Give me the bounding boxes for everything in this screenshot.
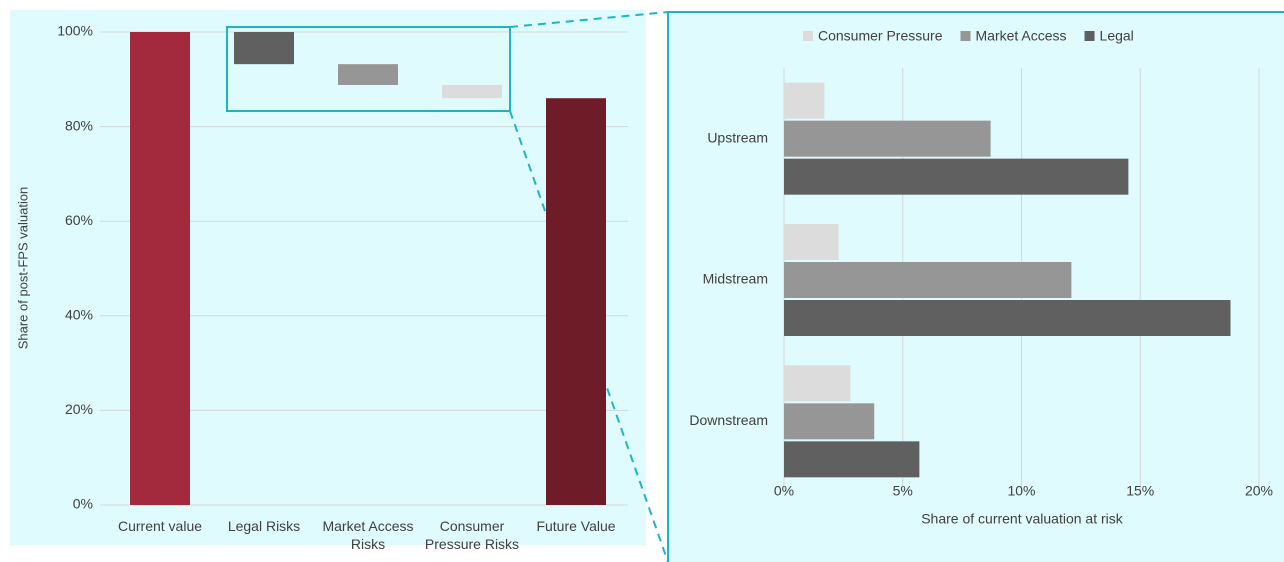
y-tick-label: 40% — [65, 307, 93, 323]
y-tick-label: Midstream — [703, 271, 768, 287]
bar — [784, 120, 991, 157]
bar — [784, 365, 851, 402]
bar — [784, 82, 825, 119]
x-tick-label: Legal Risks — [227, 518, 301, 534]
legend-label: Consumer Pressure — [818, 28, 943, 44]
bar — [442, 84, 502, 99]
x-tick-label: Consumer Pressure Risks — [424, 518, 520, 552]
bar — [784, 224, 839, 260]
x-tick-label: 10% — [1007, 483, 1035, 499]
zoom-line — [509, 11, 669, 28]
legend-swatch — [1084, 31, 1095, 41]
bar — [338, 64, 398, 85]
y-tick-label: 20% — [65, 401, 93, 417]
y-axis-label: Share of post-FPS valuation — [15, 187, 30, 350]
y-tick-label: 0% — [73, 496, 93, 512]
bar — [784, 158, 1129, 195]
x-tick-label: 20% — [1245, 483, 1273, 499]
bar — [784, 441, 920, 478]
legend-label: Legal — [1100, 28, 1134, 44]
x-tick-label: Market Access Risks — [322, 518, 414, 552]
y-tick-label: Upstream — [707, 129, 768, 145]
x-tick-label: 5% — [893, 483, 913, 499]
bar — [784, 403, 875, 440]
y-tick-label: 100% — [57, 23, 93, 39]
x-tick-label: 0% — [774, 483, 794, 499]
legend-swatch — [960, 31, 971, 41]
zoom-box — [226, 26, 511, 112]
legend-swatch — [803, 31, 813, 41]
x-tick-label: Future Value — [536, 518, 616, 534]
y-tick-label: 80% — [65, 117, 93, 133]
x-tick-label: 15% — [1126, 483, 1154, 499]
x-axis-label: Share of current valuation at risk — [921, 511, 1124, 527]
bar — [784, 300, 1231, 336]
bar — [784, 262, 1072, 298]
bar — [546, 98, 606, 505]
y-tick-label: 60% — [65, 212, 93, 228]
left-panel — [10, 10, 646, 545]
bar — [130, 32, 190, 505]
x-tick-label: Current value — [117, 518, 203, 534]
bar — [234, 32, 294, 65]
y-tick-label: Downstream — [689, 412, 768, 428]
legend-label: Market Access — [976, 28, 1067, 44]
